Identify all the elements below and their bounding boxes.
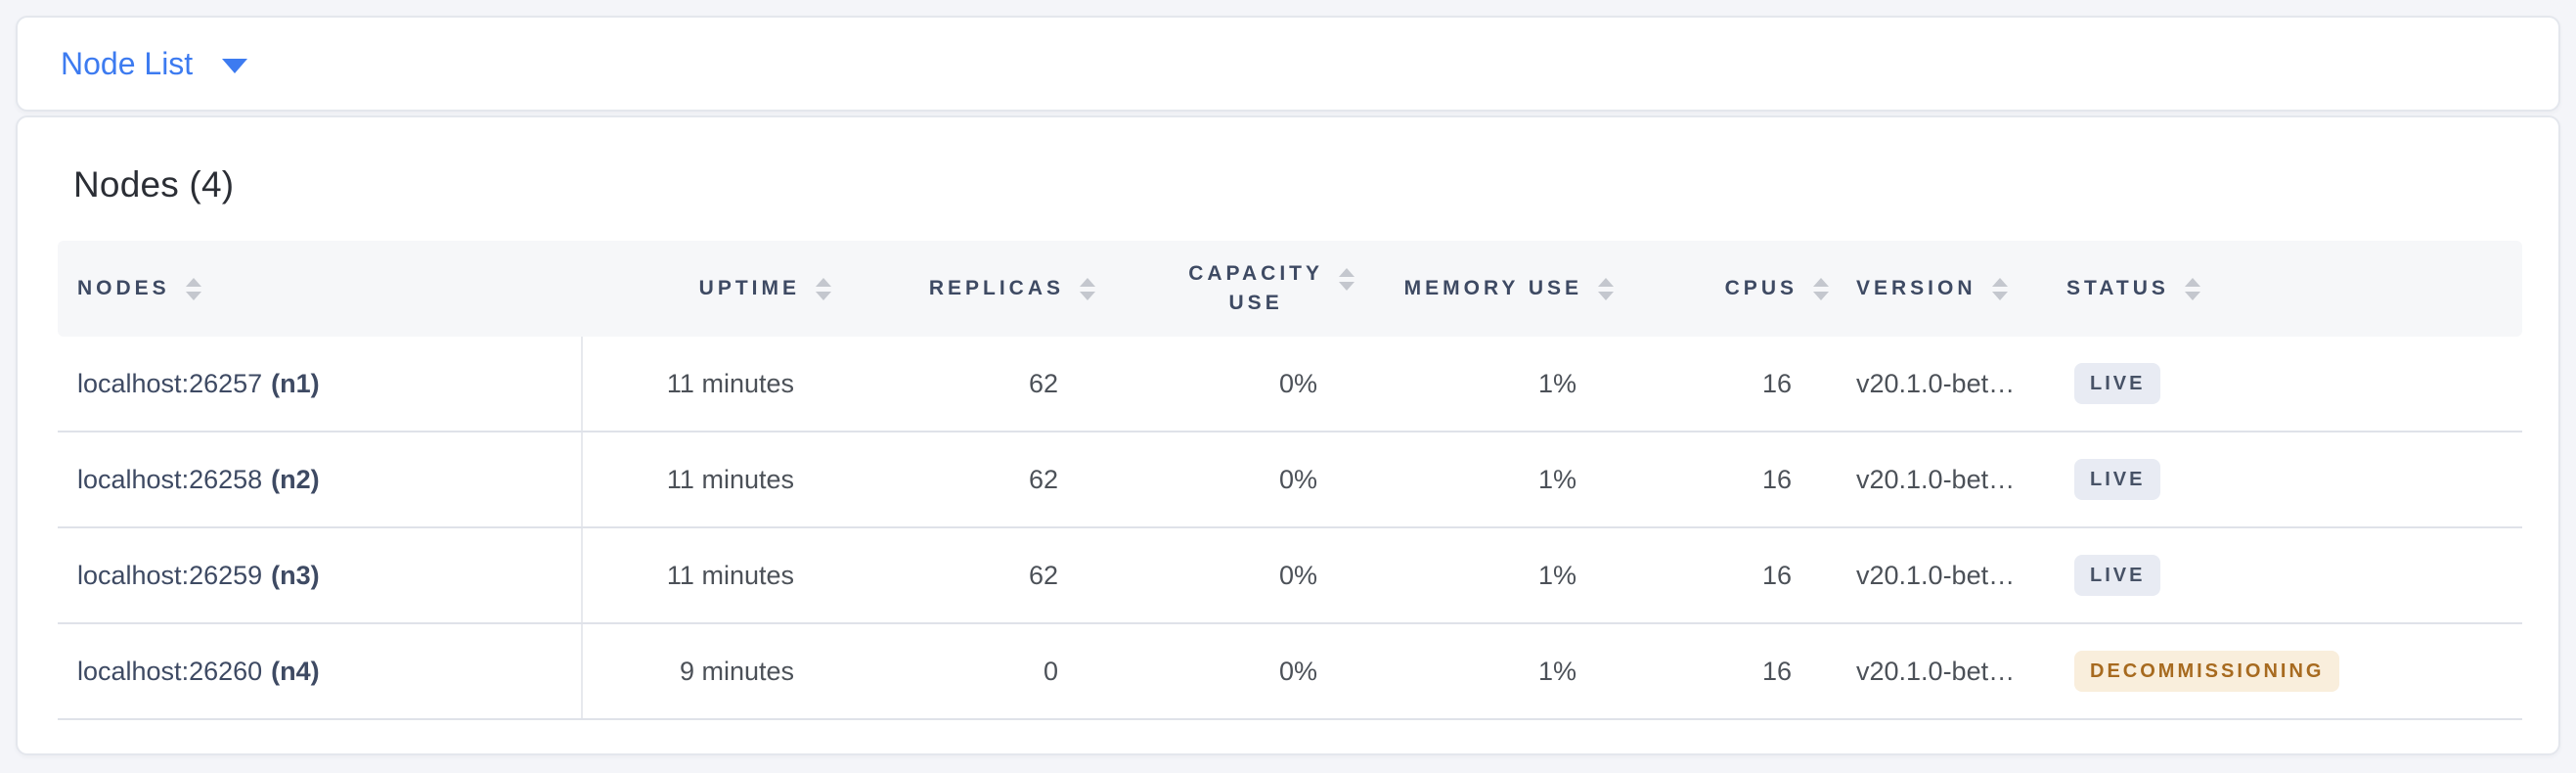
table-row: localhost:26258 (n2) 11 minutes 62 0% 1%… (58, 432, 2522, 528)
column-header-replicas[interactable]: REPLICAS (845, 241, 1109, 337)
page-title: Nodes (4) (73, 164, 235, 205)
uptime-cell: 9 minutes (679, 656, 794, 686)
sort-icon[interactable] (1991, 277, 2008, 300)
status-cell: LIVE (2053, 432, 2522, 526)
replicas-cell: 62 (1028, 464, 1058, 494)
column-header-memory-use[interactable]: MEMORY USE (1368, 241, 1627, 337)
version-cell: v20.1.0-bet… (1856, 368, 2016, 398)
sort-icon[interactable] (2184, 277, 2200, 300)
node-id: (n2) (271, 464, 320, 494)
table-row: localhost:26260 (n4) 9 minutes 0 0% 1% 1… (58, 624, 2522, 720)
view-selector-bar: Node List (16, 16, 2560, 112)
uptime-cell: 11 minutes (666, 464, 794, 494)
node-id: (n1) (271, 368, 320, 398)
column-header-nodes[interactable]: NODES (58, 241, 583, 337)
version-cell: v20.1.0-bet… (1856, 464, 2016, 494)
uptime-cell: 11 minutes (666, 560, 794, 590)
capacity-use-cell: 0% (1278, 560, 1317, 590)
status-badge: LIVE (2074, 459, 2161, 500)
column-header-uptime[interactable]: UPTIME (583, 241, 845, 337)
capacity-use-cell: 0% (1278, 656, 1317, 686)
nodes-card: Nodes (4) NODES UPTIME REPLICAS CAPACITY… (16, 115, 2560, 755)
view-dropdown-label: Node List (61, 45, 194, 81)
replicas-cell: 62 (1028, 560, 1058, 590)
cpus-cell: 16 (1761, 656, 1792, 686)
uptime-cell: 11 minutes (666, 368, 794, 398)
status-cell: LIVE (2053, 528, 2522, 622)
table-body: localhost:26257 (n1) 11 minutes 62 0% 1%… (58, 337, 2522, 720)
capacity-use-cell: 0% (1278, 368, 1317, 398)
node-address-cell: localhost:26257 (n1) (58, 337, 583, 431)
view-dropdown[interactable]: Node List (61, 45, 248, 82)
cpus-cell: 16 (1761, 560, 1792, 590)
sort-icon[interactable] (185, 277, 201, 300)
node-table: NODES UPTIME REPLICAS CAPACITY USE MEMOR… (58, 241, 2522, 720)
column-header-status[interactable]: STATUS (2053, 241, 2522, 337)
table-row: localhost:26257 (n1) 11 minutes 62 0% 1%… (58, 337, 2522, 432)
memory-use-cell: 1% (1537, 656, 1577, 686)
version-cell: v20.1.0-bet… (1856, 656, 2016, 686)
column-header-version[interactable]: VERSION (1843, 241, 2053, 337)
column-header-cpus[interactable]: CPUS (1627, 241, 1843, 337)
sort-icon[interactable] (1598, 277, 1614, 300)
table-row: localhost:26259 (n3) 11 minutes 62 0% 1%… (58, 528, 2522, 624)
memory-use-cell: 1% (1537, 464, 1577, 494)
caret-down-icon (222, 58, 248, 73)
node-id: (n3) (271, 560, 320, 590)
cpus-cell: 16 (1761, 464, 1792, 494)
status-badge: DECOMMISSIONING (2074, 651, 2340, 692)
memory-use-cell: 1% (1537, 368, 1577, 398)
column-header-capacity-use[interactable]: CAPACITY USE (1109, 241, 1368, 337)
sort-icon[interactable] (1813, 277, 1829, 300)
status-cell: DECOMMISSIONING (2053, 624, 2522, 718)
replicas-cell: 0 (1043, 656, 1058, 686)
node-address-cell: localhost:26259 (n3) (58, 528, 583, 622)
sort-icon[interactable] (1080, 277, 1095, 300)
node-address-cell: localhost:26258 (n2) (58, 432, 583, 526)
table-header-row: NODES UPTIME REPLICAS CAPACITY USE MEMOR… (58, 241, 2522, 337)
cpus-cell: 16 (1761, 368, 1792, 398)
node-address-cell: localhost:26260 (n4) (58, 624, 583, 718)
memory-use-cell: 1% (1537, 560, 1577, 590)
status-cell: LIVE (2053, 337, 2522, 431)
sort-icon[interactable] (1339, 268, 1355, 291)
version-cell: v20.1.0-bet… (1856, 560, 2016, 590)
sort-icon[interactable] (816, 277, 831, 300)
capacity-use-cell: 0% (1278, 464, 1317, 494)
node-id: (n4) (271, 656, 320, 686)
replicas-cell: 62 (1028, 368, 1058, 398)
status-badge: LIVE (2074, 363, 2161, 404)
status-badge: LIVE (2074, 555, 2161, 596)
